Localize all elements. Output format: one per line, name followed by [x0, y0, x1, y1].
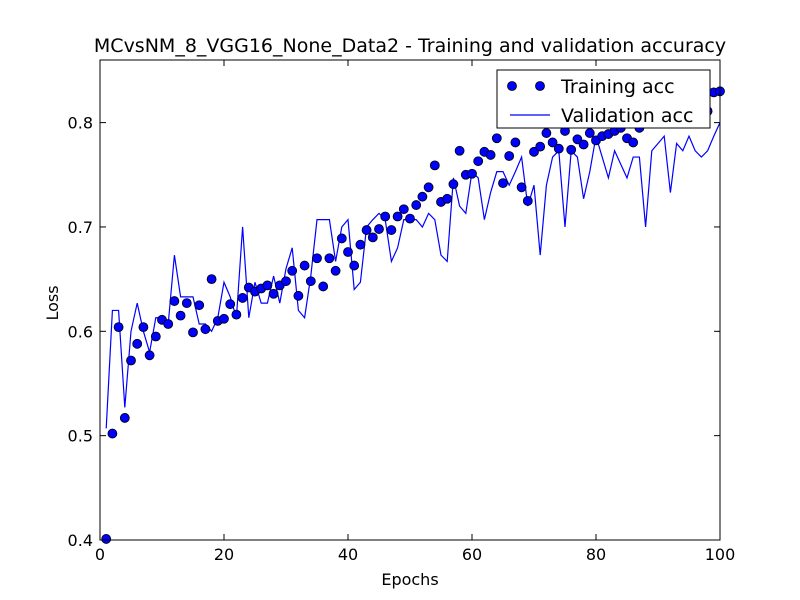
training-acc-point	[367, 232, 378, 243]
training-acc-point	[119, 413, 130, 423]
training-acc-point	[584, 128, 595, 138]
training-acc-point	[405, 213, 415, 224]
training-acc-point	[318, 281, 329, 292]
legend-box	[496, 69, 711, 129]
training-acc-point	[268, 288, 279, 299]
training-acc-point	[343, 247, 353, 257]
training-acc-point	[200, 324, 211, 335]
training-acc-point	[163, 319, 174, 329]
training-acc-point	[312, 253, 322, 264]
training-acc-point	[101, 534, 112, 544]
training-acc-point	[175, 310, 186, 321]
chart-title: MCvsNM_8_VGG16_None_Data2 - Training and…	[94, 35, 726, 57]
training-acc-point	[361, 225, 372, 235]
training-acc-point	[336, 233, 347, 244]
y-tick-label: 0.8	[68, 114, 93, 133]
x-tick-label: 40	[338, 545, 358, 564]
x-tick-label: 100	[705, 545, 736, 564]
training-acc-point	[529, 146, 539, 157]
x-tick-label: 20	[214, 545, 234, 564]
training-acc-point	[572, 134, 583, 145]
training-acc-point	[535, 141, 546, 152]
training-acc-point	[454, 145, 465, 156]
training-acc-point	[219, 313, 229, 324]
training-acc-point	[553, 143, 564, 154]
y-tick-label: 0.7	[68, 218, 93, 237]
training-acc-point	[194, 300, 205, 311]
training-acc-point	[578, 139, 589, 150]
legend: Training acc Validation acc	[496, 69, 711, 129]
training-acc-point	[485, 150, 496, 160]
training-acc-point	[374, 224, 384, 234]
training-acc-point	[150, 331, 161, 342]
training-acc-point	[287, 265, 298, 276]
training-acc-point	[547, 137, 558, 148]
training-acc-point	[498, 178, 508, 189]
training-acc-point	[467, 168, 477, 179]
plot-frame	[99, 59, 721, 541]
training-acc-point	[281, 276, 291, 287]
training-acc-point	[504, 151, 515, 161]
legend-marker-training	[507, 81, 517, 91]
training-acc-point	[392, 211, 403, 222]
training-acc-point	[628, 137, 639, 148]
training-acc-point	[349, 260, 360, 271]
training-acc-point	[541, 128, 552, 138]
x-tick-label: 0	[95, 545, 105, 564]
training-acc-point	[181, 298, 192, 309]
training-acc-point	[423, 182, 434, 193]
training-acc-point	[442, 193, 453, 204]
training-acc-point	[293, 290, 304, 301]
y-tick-label: 0.4	[68, 531, 93, 550]
x-tick-label: 60	[462, 545, 482, 564]
legend-marker-training	[535, 81, 545, 91]
training-acc-point	[355, 239, 366, 250]
training-acc-point	[113, 322, 124, 333]
training-acc-point	[299, 260, 310, 271]
training-acc-point	[448, 179, 459, 190]
training-acc-point	[144, 350, 155, 361]
training-acc-point	[225, 299, 236, 310]
training-acc-point	[305, 276, 316, 287]
training-acc-point	[516, 182, 527, 193]
training-acc-point	[107, 428, 118, 439]
x-tick-label: 80	[586, 545, 606, 564]
y-axis-label: Loss	[43, 285, 62, 320]
x-axis-label: Epochs	[381, 570, 438, 589]
training-acc-point	[386, 225, 397, 235]
training-acc-point	[262, 280, 273, 291]
legend-label-validation: Validation acc	[561, 105, 693, 127]
training-acc-point	[126, 355, 136, 366]
training-acc-point	[566, 144, 577, 155]
training-acc-point	[398, 204, 409, 215]
training-acc-point	[510, 137, 521, 148]
training-acc-point	[324, 253, 335, 264]
training-acc-point	[380, 211, 391, 222]
training-acc-point	[237, 293, 248, 303]
training-acc-point	[169, 296, 180, 306]
training-acc-point	[473, 156, 484, 167]
training-acc-point	[429, 160, 440, 171]
training-acc-point	[330, 265, 341, 276]
axes: 0 20 40 60 80 100 0.4 0.5 0.6 0.7 0.8	[68, 59, 736, 564]
training-acc-point	[411, 200, 422, 210]
training-acc-point	[132, 338, 143, 349]
training-acc-point	[417, 191, 428, 202]
y-tick-label: 0.5	[68, 427, 93, 446]
training-acc-point	[138, 322, 149, 333]
training-acc-point	[231, 309, 242, 320]
y-tick-label: 0.6	[68, 322, 93, 341]
training-acc-point	[206, 274, 217, 285]
legend-label-training: Training acc	[560, 76, 675, 98]
training-acc-point	[491, 133, 502, 144]
training-acc-point	[522, 195, 533, 206]
training-acc-point	[188, 327, 198, 338]
